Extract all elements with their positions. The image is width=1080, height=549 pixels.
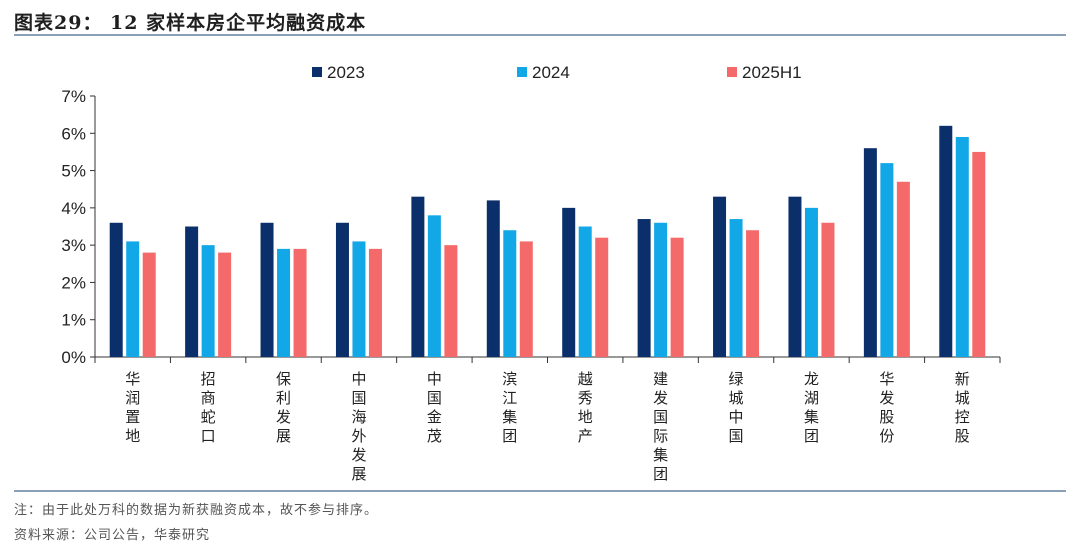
x-category-label: 保利发展 xyxy=(276,371,291,445)
bar-2025h1 xyxy=(293,248,307,357)
bar-2024 xyxy=(880,163,894,357)
bar-2024 xyxy=(352,241,366,357)
bar-2025h1 xyxy=(368,248,382,357)
legend-label-2025h1: 2025H1 xyxy=(742,63,802,82)
bar-2025h1 xyxy=(896,181,910,357)
bar-2025h1 xyxy=(595,237,609,357)
bar-2024 xyxy=(578,226,592,357)
bar-2023 xyxy=(939,125,953,357)
x-category-label: 招商蛇口 xyxy=(201,371,216,445)
bar-2025h1 xyxy=(444,245,458,357)
x-category-label: 绿城中国 xyxy=(729,371,744,445)
bar-2023 xyxy=(486,200,500,357)
y-tick-label: 3% xyxy=(61,236,86,255)
x-category-label: 滨江集团 xyxy=(502,371,517,445)
legend-swatch-2023 xyxy=(312,67,322,77)
bar-2024 xyxy=(729,219,743,357)
x-category-label: 华发股份 xyxy=(879,371,894,445)
x-category-label: 建发国际集团 xyxy=(653,371,668,483)
legend-swatch-2024 xyxy=(517,67,527,77)
bar-2025h1 xyxy=(670,237,684,357)
y-tick-label: 5% xyxy=(61,162,86,181)
y-tick-label: 1% xyxy=(61,311,86,330)
bar-2024 xyxy=(427,215,441,357)
x-category-label: 龙湖集团 xyxy=(804,371,819,445)
x-category-label: 中国金茂 xyxy=(427,371,442,445)
title-divider xyxy=(14,34,1066,36)
bar-2025h1 xyxy=(142,252,156,357)
bar-2023 xyxy=(637,219,651,357)
bar-2023 xyxy=(863,148,877,357)
x-category-label: 中国海外发展 xyxy=(351,371,366,483)
footer-divider xyxy=(14,490,1066,492)
bar-2024 xyxy=(126,241,140,357)
bar-2025h1 xyxy=(218,252,232,357)
legend-swatch-2025h1 xyxy=(727,67,737,77)
page-title: 图表29： 12 家样本房企平均融资成本 xyxy=(14,12,367,34)
y-tick-label: 2% xyxy=(61,273,86,292)
bar-2023 xyxy=(335,222,349,357)
x-category-label: 新城控股 xyxy=(955,371,970,445)
bar-2025h1 xyxy=(972,151,986,357)
bar-2023 xyxy=(411,196,425,357)
bar-2025h1 xyxy=(519,241,533,357)
bar-2023 xyxy=(562,207,576,357)
y-tick-label: 4% xyxy=(61,199,86,218)
bar-2023 xyxy=(260,222,274,357)
bar-2024 xyxy=(654,222,668,357)
bar-2025h1 xyxy=(821,222,835,357)
bar-2023 xyxy=(713,196,727,357)
legend-label-2023: 2023 xyxy=(327,63,365,82)
bar-2024 xyxy=(201,245,215,357)
bar-2025h1 xyxy=(746,230,760,357)
y-tick-label: 7% xyxy=(61,87,86,106)
bar-2023 xyxy=(788,196,802,357)
bar-2023 xyxy=(185,226,199,357)
bar-2024 xyxy=(955,137,969,357)
bar-2024 xyxy=(277,248,291,357)
y-tick-label: 0% xyxy=(61,348,86,367)
y-tick-label: 6% xyxy=(61,124,86,143)
bar-2024 xyxy=(804,207,818,357)
chart-source: 资料来源：公司公告，华泰研究 xyxy=(14,528,211,543)
bar-2024 xyxy=(503,230,517,357)
bar-2023 xyxy=(109,222,123,357)
x-category-label: 华润置地 xyxy=(125,371,140,445)
legend-label-2024: 2024 xyxy=(532,63,570,82)
chart-note: 注：由于此处万科的数据为新获融资成本，故不参与排序。 xyxy=(14,503,379,518)
x-category-label: 越秀地产 xyxy=(578,371,593,445)
